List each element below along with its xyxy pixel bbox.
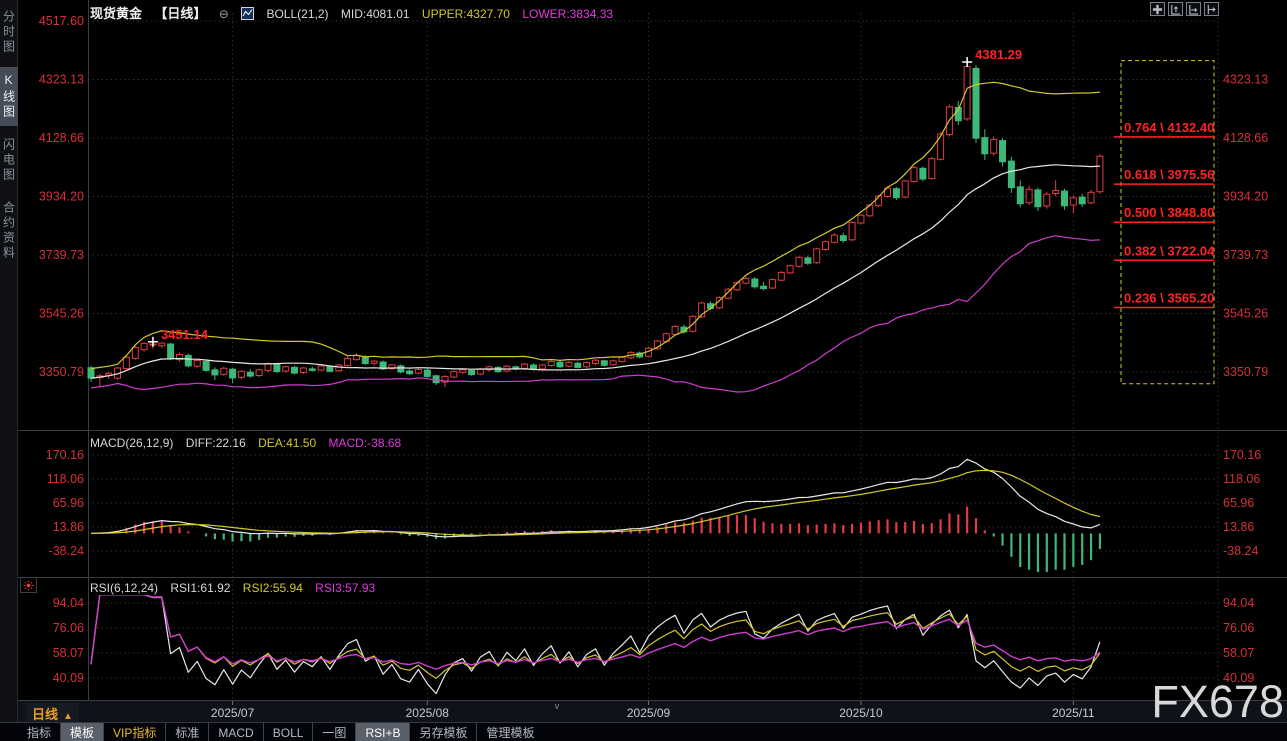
axis-label: 3934.20 xyxy=(1223,189,1268,203)
macd-bar-value: MACD:-38.68 xyxy=(328,436,402,450)
macd-header: MACD(26,12,9) DIFF:22.16 DEA:41.50 MACD:… xyxy=(90,436,410,450)
axis-label: 3350.79 xyxy=(1223,365,1268,379)
indicator-tabbar: 指标 模板 VIP指标 标准 MACD BOLL 一图 RSI+B 另存模板 管… xyxy=(0,722,1287,741)
axis-label: 76.06 xyxy=(53,621,84,635)
rsi3-value: RSI3:57.93 xyxy=(315,581,376,595)
candlestick-series xyxy=(87,62,1104,393)
boll-mid-value: MID:4081.01 xyxy=(340,7,410,21)
panel-collapse-chevron: v xyxy=(555,701,560,711)
x-axis-label: 2025/08 xyxy=(406,706,450,720)
sidebar-item-flash-chart[interactable]: 闪电图 xyxy=(1,138,16,183)
axis-label: 4128.66 xyxy=(39,131,84,145)
axis-label: 13.86 xyxy=(1223,520,1254,534)
axis-label: 3739.73 xyxy=(39,248,84,262)
axis-label: 40.09 xyxy=(53,671,84,685)
x-axis-label: 2025/07 xyxy=(211,706,255,720)
fib-level-label: 0.500 \ 3848.80 xyxy=(1124,205,1214,220)
axis-label: 3934.20 xyxy=(39,189,84,203)
fib-level-label: 0.618 \ 3975.56 xyxy=(1124,167,1214,182)
x-axis-label: 2025/11 xyxy=(1052,706,1095,720)
rsi-label: RSI(6,12,24) xyxy=(90,581,159,595)
axis-label: 40.09 xyxy=(1223,671,1254,685)
x-axis-label: 2025/10 xyxy=(839,706,883,720)
fib-level-label: 0.236 \ 3565.20 xyxy=(1124,291,1214,306)
axis-label: 58.07 xyxy=(53,646,84,660)
axis-label: -38.24 xyxy=(49,544,84,558)
axis-label: 4517.60 xyxy=(39,14,84,28)
chart-type-sidebar: 分时图 K线图 闪电图 合约资料 xyxy=(0,0,18,741)
rsi1-value: RSI1:61.92 xyxy=(170,581,231,595)
tab-macd[interactable]: MACD xyxy=(208,723,262,741)
macd-series xyxy=(90,458,1102,572)
axis-label: 3545.26 xyxy=(1223,306,1268,320)
fx678-watermark: FX678 xyxy=(1151,676,1284,727)
tab-vip-indicators[interactable]: VIP指标 xyxy=(103,723,165,741)
axis-label: 76.06 xyxy=(1223,621,1254,635)
sidebar-item-contract-info[interactable]: 合约资料 xyxy=(1,201,16,261)
indicator-settings-icon[interactable] xyxy=(20,577,37,593)
fib-level-label: 0.764 \ 4132.40 xyxy=(1124,120,1214,135)
axis-label: 65.96 xyxy=(1223,496,1254,510)
triangle-up-icon: ▲ xyxy=(63,711,73,722)
axis-label: 118.06 xyxy=(47,472,84,486)
sidebar-item-time-chart[interactable]: 分时图 xyxy=(1,10,16,55)
timeframe-selector[interactable]: 日线 ▲ xyxy=(26,703,79,724)
collapse-indicator-button[interactable]: ⊖ xyxy=(218,7,229,21)
axis-label: 3545.26 xyxy=(39,306,84,320)
crosshair-icon[interactable] xyxy=(1150,2,1165,16)
axis-label: 13.86 xyxy=(53,520,84,534)
zoom-vertical-icon[interactable] xyxy=(1168,2,1183,16)
x-axis-row xyxy=(18,701,1287,722)
tab-standard[interactable]: 标准 xyxy=(165,723,208,741)
price-annotation: 3451.14 xyxy=(161,327,209,342)
axis-label: 58.07 xyxy=(1223,646,1254,660)
tab-indicators[interactable]: 指标 xyxy=(27,726,52,740)
axis-label: 4323.13 xyxy=(1223,73,1268,87)
rsi2-value: RSI2:55.94 xyxy=(242,581,303,595)
macd-label: MACD(26,12,9) xyxy=(90,436,174,450)
boll-upper-value: UPPER:4327.70 xyxy=(421,7,510,21)
tab-manage-template[interactable]: 管理模板 xyxy=(476,723,543,741)
chart-toolbar xyxy=(1150,2,1219,16)
boll-label: BOLL(21,2) xyxy=(266,7,329,21)
timeframe-label: 日线 xyxy=(32,707,59,722)
tab-template[interactable]: 模板 xyxy=(60,723,104,741)
pan-right-icon[interactable] xyxy=(1204,2,1219,16)
axis-label: 170.16 xyxy=(46,448,84,462)
tab-save-as-template[interactable]: 另存模板 xyxy=(409,723,476,741)
axis-label: 118.06 xyxy=(1223,472,1260,486)
axis-label: 4323.13 xyxy=(39,73,84,87)
axis-label: 65.96 xyxy=(53,496,84,510)
period-title: 【日线】 xyxy=(154,6,207,21)
axis-label: 3739.73 xyxy=(1223,248,1268,262)
axis-label: 3350.79 xyxy=(39,365,84,379)
boll-lower-value: LOWER:3834.33 xyxy=(522,7,614,21)
macd-diff-value: DIFF:22.16 xyxy=(185,436,246,450)
rsi-header: RSI(6,12,24) RSI1:61.92 RSI2:55.94 RSI3:… xyxy=(90,581,384,595)
price-annotation: 4381.29 xyxy=(975,47,1022,62)
axis-label: 94.04 xyxy=(53,596,84,610)
axis-label: -38.24 xyxy=(1223,544,1258,558)
axis-label: 94.04 xyxy=(1223,596,1254,610)
rsi-series xyxy=(90,595,1101,695)
tab-rsi-b[interactable]: RSI+B xyxy=(355,723,410,741)
sidebar-item-kline-chart[interactable]: K线图 xyxy=(0,67,18,126)
axis-label: 4128.66 xyxy=(1223,131,1268,145)
zoom-horizontal-icon[interactable] xyxy=(1186,2,1201,16)
tab-boll[interactable]: BOLL xyxy=(262,723,313,741)
boll-chart-icon xyxy=(241,7,255,23)
axis-label: 170.16 xyxy=(1223,448,1261,462)
chart-header: 现货黄金 【日线】 ⊖ BOLL(21,2) MID:4081.01 UPPER… xyxy=(90,3,622,23)
tab-one-chart[interactable]: 一图 xyxy=(312,723,355,741)
symbol-title: 现货黄金 xyxy=(90,6,143,21)
x-axis-label: 2025/09 xyxy=(627,706,671,720)
macd-dea-value: DEA:41.50 xyxy=(258,436,317,450)
fib-level-label: 0.382 \ 3722.04 xyxy=(1124,243,1215,258)
